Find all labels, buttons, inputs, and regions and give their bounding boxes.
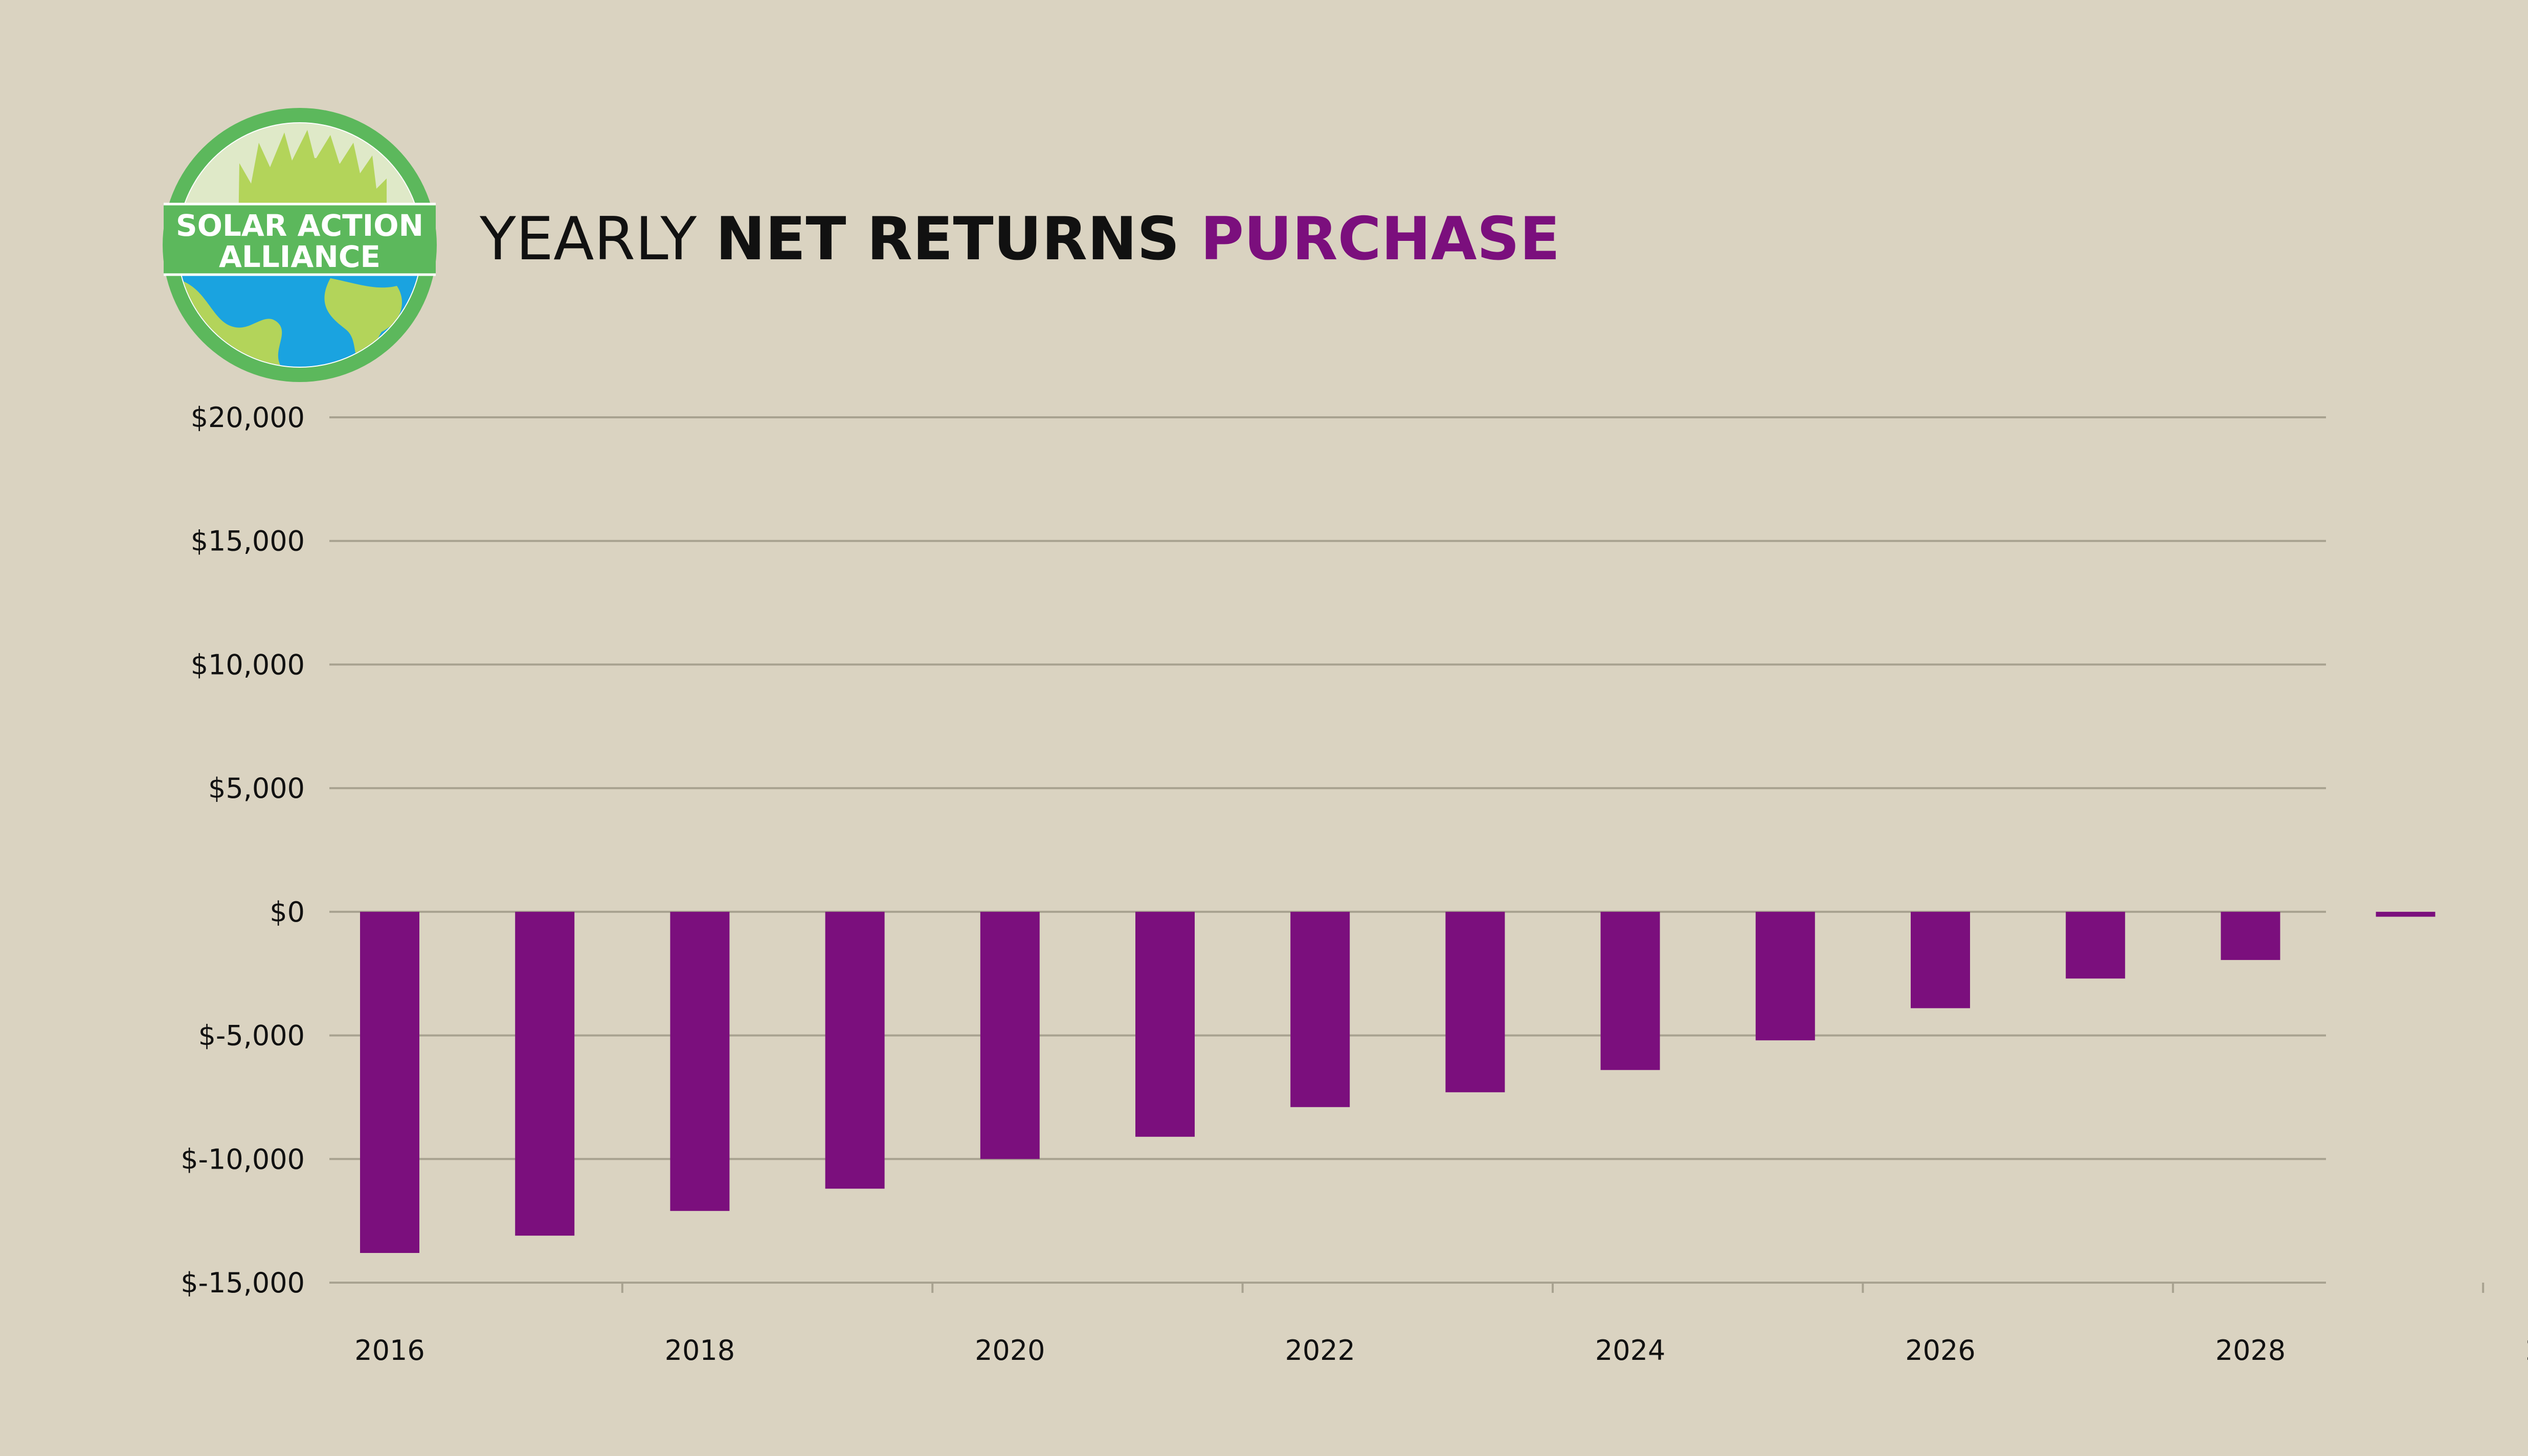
logo-text-line2: ALLIANCE — [219, 239, 381, 274]
bar-2017 — [515, 911, 575, 1236]
bar-2023 — [1445, 911, 1505, 1092]
bar-2022 — [1290, 911, 1350, 1107]
x-tick-label: 2016 — [354, 1334, 424, 1367]
solar-action-alliance-logo: SOLAR ACTION ALLIANCE — [163, 108, 437, 382]
title-part-yearly: YEARLY — [480, 205, 716, 274]
bar-2018 — [670, 911, 730, 1211]
logo-band — [164, 203, 436, 276]
bar-2029 — [2376, 911, 2435, 917]
chart-title: YEARLY NET RETURNS PURCHASE — [480, 198, 1560, 280]
x-tick-label: 2028 — [2216, 1334, 2286, 1367]
bar-2024 — [1600, 911, 1660, 1070]
x-tick-labels: 2016201820202022202420262028203020322034… — [354, 1334, 2528, 1367]
bar-2027 — [2066, 911, 2126, 979]
x-tick-label: 2018 — [665, 1334, 735, 1367]
bar-2025 — [1755, 911, 1815, 1041]
x-tick-label: 2026 — [1905, 1334, 1975, 1367]
x-tick-label: 2030 — [2525, 1334, 2528, 1367]
y-tick-label: $10,000 — [191, 648, 305, 681]
grid-lines — [329, 416, 2326, 1284]
x-tick-label: 2020 — [975, 1334, 1045, 1367]
bar-2020 — [980, 911, 1040, 1159]
logo-text-line1: SOLAR ACTION — [176, 208, 423, 243]
y-tick-label: $0 — [270, 896, 305, 928]
x-tick-label: 2024 — [1595, 1334, 1665, 1367]
y-tick-label: $-5,000 — [198, 1020, 305, 1052]
title-part-net-returns: NET RETURNS — [715, 205, 1180, 274]
y-tick-labels: $20,000 $15,000 $10,000 $5,000 $0 $-5,000 $-10… — [181, 401, 305, 1299]
y-tick-label: $20,000 — [191, 401, 305, 434]
y-tick-label: $-15,000 — [181, 1267, 305, 1299]
bar-2026 — [1911, 911, 1970, 1009]
bar-2016 — [360, 911, 419, 1253]
title-part-purchase: PURCHASE — [1179, 205, 1560, 274]
x-tick-label: 2022 — [1285, 1334, 1355, 1367]
bar-2028 — [2221, 911, 2280, 960]
y-tick-label: $15,000 — [191, 525, 305, 557]
y-tick-label: $5,000 — [208, 772, 305, 804]
x-axis — [621, 1283, 2485, 1293]
bar-2021 — [1135, 911, 1195, 1137]
bar-2019 — [825, 911, 885, 1189]
bars — [360, 911, 2435, 1253]
y-tick-label: $-10,000 — [181, 1143, 305, 1175]
